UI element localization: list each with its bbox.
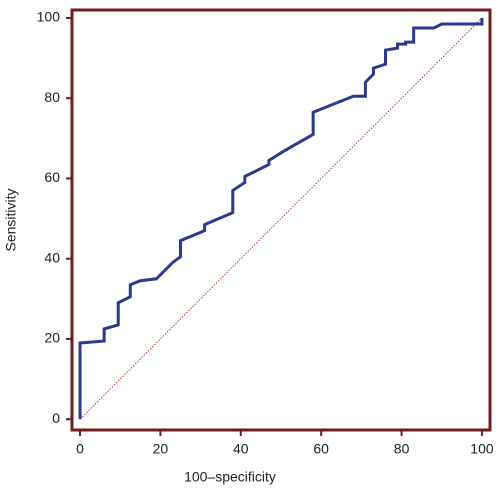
x-tick-label: 40 bbox=[233, 441, 249, 457]
x-tick-label: 100 bbox=[470, 441, 494, 457]
y-tick-label: 80 bbox=[44, 89, 60, 105]
roc-curve bbox=[78, 18, 484, 420]
y-tick-label: 100 bbox=[37, 9, 61, 25]
x-tick-label: 20 bbox=[153, 441, 169, 457]
y-axis-label: Sensitivity bbox=[3, 188, 19, 251]
y-tick-label: 60 bbox=[44, 169, 60, 185]
x-tick-label: 60 bbox=[313, 441, 329, 457]
x-axis-label: 100–specificity bbox=[184, 469, 276, 485]
y-tick-label: 20 bbox=[44, 330, 60, 346]
y-tick-label: 0 bbox=[52, 410, 60, 426]
y-tick-label: 40 bbox=[44, 249, 60, 265]
x-tick-label: 0 bbox=[76, 441, 84, 457]
diagonal-reference bbox=[79, 17, 483, 420]
x-tick-label: 80 bbox=[394, 441, 410, 457]
plot-frame bbox=[70, 8, 492, 432]
